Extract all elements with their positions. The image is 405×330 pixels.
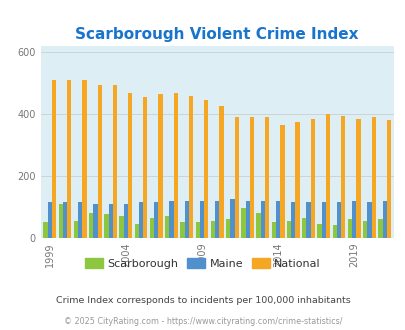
Bar bbox=[188, 96, 193, 238]
Bar bbox=[82, 80, 86, 238]
Bar bbox=[204, 100, 208, 238]
Bar bbox=[128, 92, 132, 238]
Bar bbox=[169, 201, 173, 238]
Bar bbox=[139, 202, 143, 238]
Bar bbox=[371, 117, 375, 238]
Bar bbox=[43, 222, 47, 238]
Bar bbox=[89, 213, 93, 238]
Bar bbox=[264, 117, 269, 238]
Bar bbox=[108, 204, 113, 238]
Bar bbox=[377, 219, 382, 238]
Bar bbox=[367, 202, 371, 238]
Bar bbox=[124, 204, 128, 238]
Bar bbox=[382, 201, 386, 238]
Bar bbox=[230, 199, 234, 238]
Bar bbox=[241, 208, 245, 238]
Bar bbox=[301, 217, 306, 238]
Bar bbox=[113, 85, 117, 238]
Bar bbox=[286, 221, 290, 238]
Bar bbox=[351, 201, 356, 238]
Text: © 2025 CityRating.com - https://www.cityrating.com/crime-statistics/: © 2025 CityRating.com - https://www.city… bbox=[64, 317, 341, 326]
Bar bbox=[347, 219, 351, 238]
Bar bbox=[47, 202, 52, 238]
Bar bbox=[325, 114, 329, 238]
Bar bbox=[279, 125, 284, 238]
Bar bbox=[215, 201, 219, 238]
Bar bbox=[362, 221, 367, 238]
Bar bbox=[93, 204, 97, 238]
Bar bbox=[67, 80, 71, 238]
Bar bbox=[58, 204, 63, 238]
Bar bbox=[180, 222, 184, 238]
Bar bbox=[134, 224, 139, 238]
Bar bbox=[143, 97, 147, 238]
Bar bbox=[234, 117, 238, 238]
Title: Scarborough Violent Crime Index: Scarborough Violent Crime Index bbox=[75, 27, 358, 42]
Bar bbox=[245, 201, 249, 238]
Bar bbox=[356, 119, 360, 238]
Bar bbox=[97, 85, 102, 238]
Text: Crime Index corresponds to incidents per 100,000 inhabitants: Crime Index corresponds to incidents per… bbox=[55, 296, 350, 305]
Legend: Scarborough, Maine, National: Scarborough, Maine, National bbox=[81, 254, 324, 273]
Bar bbox=[149, 217, 154, 238]
Bar bbox=[173, 92, 177, 238]
Bar bbox=[104, 214, 108, 238]
Bar bbox=[271, 222, 275, 238]
Bar bbox=[275, 201, 279, 238]
Bar bbox=[210, 221, 215, 238]
Bar bbox=[332, 225, 336, 238]
Bar bbox=[256, 213, 260, 238]
Bar bbox=[154, 202, 158, 238]
Bar bbox=[317, 224, 321, 238]
Bar bbox=[321, 202, 325, 238]
Bar bbox=[340, 115, 345, 238]
Bar bbox=[74, 221, 78, 238]
Bar bbox=[78, 202, 82, 238]
Bar bbox=[158, 94, 162, 238]
Bar bbox=[52, 80, 56, 238]
Bar bbox=[306, 202, 310, 238]
Bar bbox=[295, 122, 299, 238]
Bar bbox=[219, 106, 223, 238]
Bar bbox=[260, 201, 264, 238]
Bar bbox=[195, 222, 199, 238]
Bar bbox=[119, 216, 124, 238]
Bar bbox=[226, 219, 230, 238]
Bar bbox=[310, 119, 314, 238]
Bar bbox=[184, 201, 188, 238]
Bar bbox=[165, 216, 169, 238]
Bar bbox=[290, 202, 295, 238]
Bar bbox=[249, 117, 254, 238]
Bar bbox=[386, 120, 390, 238]
Bar bbox=[336, 202, 340, 238]
Bar bbox=[63, 202, 67, 238]
Bar bbox=[199, 201, 204, 238]
